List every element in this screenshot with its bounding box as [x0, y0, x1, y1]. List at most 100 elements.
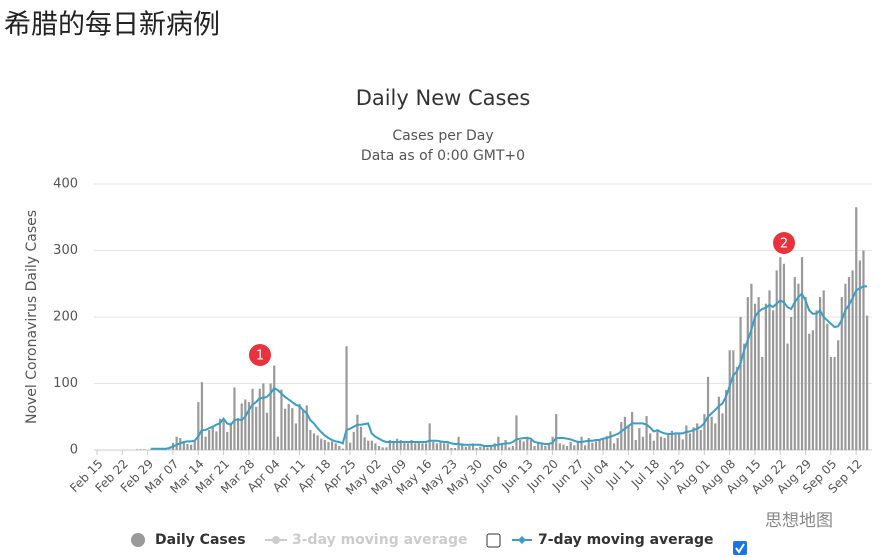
bar	[667, 433, 670, 450]
bar	[587, 438, 590, 450]
legend-label[interactable]: 3-day moving average	[292, 532, 468, 548]
legend-label[interactable]: Daily Cases	[155, 532, 246, 548]
bar	[312, 433, 316, 450]
bar	[262, 383, 265, 450]
bar	[142, 449, 146, 450]
bar	[678, 432, 681, 450]
bar	[685, 425, 688, 450]
bar	[508, 447, 511, 450]
checkmark	[735, 543, 745, 554]
bar	[490, 446, 493, 450]
annotation-label: 1	[256, 349, 264, 364]
y-tick-label: 400	[53, 177, 78, 192]
bar	[251, 388, 254, 450]
bar	[605, 436, 608, 450]
bar	[696, 423, 699, 450]
bar	[211, 426, 214, 450]
bar	[349, 442, 352, 450]
bar	[768, 290, 771, 450]
bar	[663, 438, 666, 450]
bar	[399, 440, 402, 450]
bar	[602, 438, 605, 450]
bar	[826, 323, 829, 450]
bar	[562, 444, 565, 450]
bar	[576, 440, 579, 450]
bar	[782, 263, 786, 450]
bar	[537, 443, 540, 450]
bar	[504, 440, 507, 450]
bar	[341, 448, 345, 450]
bar	[493, 443, 496, 450]
bar	[486, 447, 489, 450]
y-tick-label: 300	[53, 243, 78, 258]
bar	[175, 436, 178, 450]
bar	[244, 399, 247, 450]
bar	[396, 438, 399, 450]
bar	[334, 443, 337, 450]
bar	[847, 277, 851, 450]
bar	[735, 366, 739, 450]
bar	[139, 449, 142, 450]
bar	[320, 438, 323, 450]
legend-symbol	[272, 536, 280, 544]
legend-checkbox[interactable]	[733, 541, 747, 555]
annotation-marker	[249, 344, 271, 366]
bar	[410, 440, 413, 450]
bar	[435, 443, 439, 450]
y-tick-label: 0	[70, 443, 78, 458]
bar	[229, 422, 232, 450]
bar	[287, 404, 290, 450]
bar	[706, 376, 710, 450]
page-title: 希腊的每日新病例	[4, 10, 220, 41]
y-tick-label: 100	[53, 376, 78, 391]
bar	[298, 404, 301, 450]
bar	[822, 290, 825, 450]
bar	[627, 425, 630, 450]
bar	[725, 390, 728, 450]
bar	[829, 356, 833, 450]
bar	[692, 427, 695, 450]
bar	[656, 431, 659, 450]
bar	[168, 449, 171, 450]
bar	[808, 333, 811, 450]
bar	[367, 440, 370, 450]
bar	[580, 436, 583, 450]
bar	[529, 440, 532, 450]
bar	[323, 440, 326, 450]
bar	[591, 442, 594, 450]
legend-checkbox[interactable]	[486, 533, 501, 548]
bar	[338, 446, 341, 450]
bar	[381, 447, 384, 450]
bar	[428, 423, 431, 450]
bar	[352, 432, 355, 450]
bar	[569, 442, 572, 450]
legend-label[interactable]: 7-day moving average	[538, 532, 714, 548]
legend-symbol[interactable]	[131, 533, 145, 547]
bar	[652, 440, 655, 450]
bar	[432, 442, 435, 450]
bar	[775, 270, 778, 450]
bar	[363, 437, 366, 450]
x-tick-label: Jul 04	[577, 457, 611, 491]
bar	[609, 431, 612, 450]
bar	[291, 408, 294, 450]
chart-title: Daily New Cases	[356, 86, 531, 110]
bar	[526, 436, 529, 450]
line	[151, 285, 867, 450]
bar	[598, 439, 601, 450]
chart-subtitle: Data as of 0:00 GMT+0	[361, 148, 525, 164]
bar	[865, 315, 869, 450]
bar	[269, 383, 272, 450]
annotation-marker	[773, 232, 795, 254]
bar	[461, 443, 464, 450]
bar	[208, 430, 211, 450]
bar	[377, 446, 381, 450]
bar	[193, 440, 196, 450]
bar	[479, 446, 482, 450]
bar	[280, 389, 283, 450]
bar	[714, 423, 717, 450]
bar	[793, 277, 796, 450]
bar	[743, 343, 746, 450]
bar	[215, 431, 218, 450]
bar	[273, 365, 276, 450]
